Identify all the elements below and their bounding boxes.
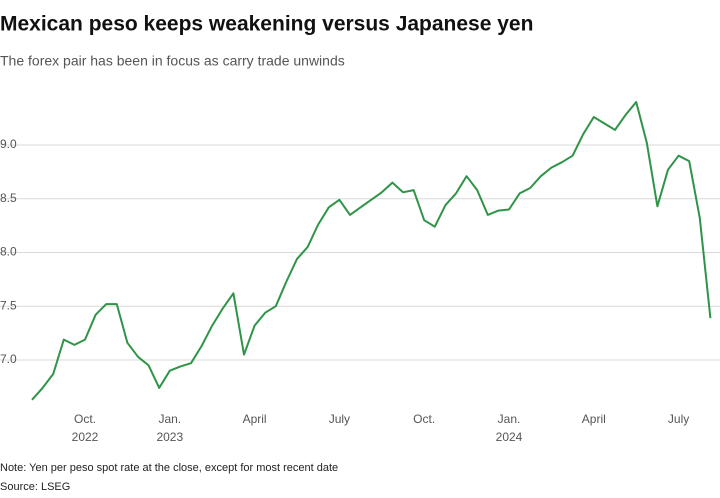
- x-tick-label: July: [667, 412, 690, 426]
- x-tick-label: July: [328, 412, 351, 426]
- y-tick-label: 9.0: [0, 137, 17, 151]
- x-tick-label: April: [242, 412, 267, 426]
- note: Note: Yen per peso spot rate at the clos…: [0, 462, 338, 474]
- chart-subtitle: The forex pair has been in focus as carr…: [0, 53, 345, 69]
- x-tick-label: Oct. 2022: [71, 412, 99, 444]
- y-tick-label: 7.5: [0, 298, 17, 312]
- x-tick-label: Jan. 2023: [156, 412, 184, 444]
- x-tick-label: Oct.: [413, 412, 436, 426]
- y-tick-label: 8.5: [0, 191, 17, 205]
- source: Source: LSEG: [0, 481, 70, 493]
- y-tick-label: 7.0: [0, 352, 17, 366]
- x-tick-label: April: [581, 412, 606, 426]
- chart-title: Mexican peso keeps weakening versus Japa…: [0, 13, 533, 36]
- line: [31, 101, 712, 401]
- x-tick-label: Jan. 2024: [495, 412, 523, 444]
- y-tick-label: 8.0: [0, 245, 17, 259]
